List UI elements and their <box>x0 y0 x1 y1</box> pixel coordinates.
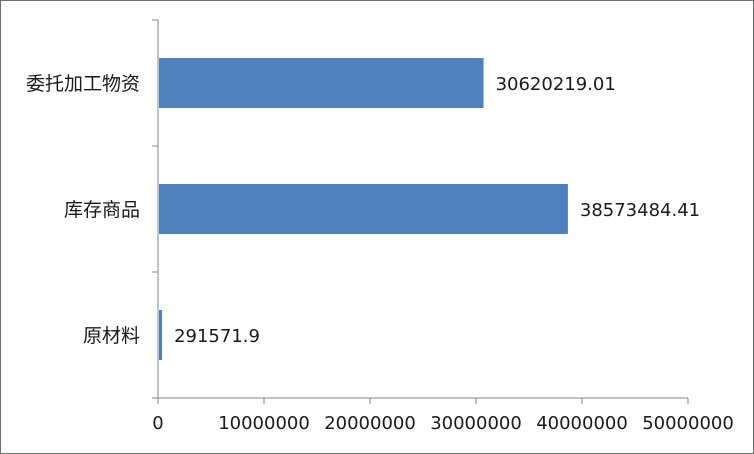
x-tick-label: 40000000 <box>536 413 628 434</box>
data-label: 291571.9 <box>174 326 260 347</box>
x-tick-label: 30000000 <box>430 413 522 434</box>
bar <box>159 184 568 234</box>
x-tick-label: 10000000 <box>218 413 310 434</box>
data-label: 38573484.41 <box>580 200 700 221</box>
chart-labels: 0 10000000 20000000 30000000 40000000 5000000… <box>26 73 734 434</box>
category-label: 库存商品 <box>64 199 140 221</box>
chart-axes <box>152 19 689 404</box>
category-label: 原材料 <box>83 325 140 347</box>
x-tick-label: 0 <box>152 413 163 434</box>
bar <box>159 310 163 360</box>
x-tick-label: 20000000 <box>324 413 416 434</box>
category-label: 委托加工物资 <box>26 73 140 95</box>
x-tick-label: 50000000 <box>642 413 734 434</box>
chart-bars <box>159 58 568 360</box>
bar <box>159 58 484 108</box>
data-label: 30620219.01 <box>496 74 616 95</box>
